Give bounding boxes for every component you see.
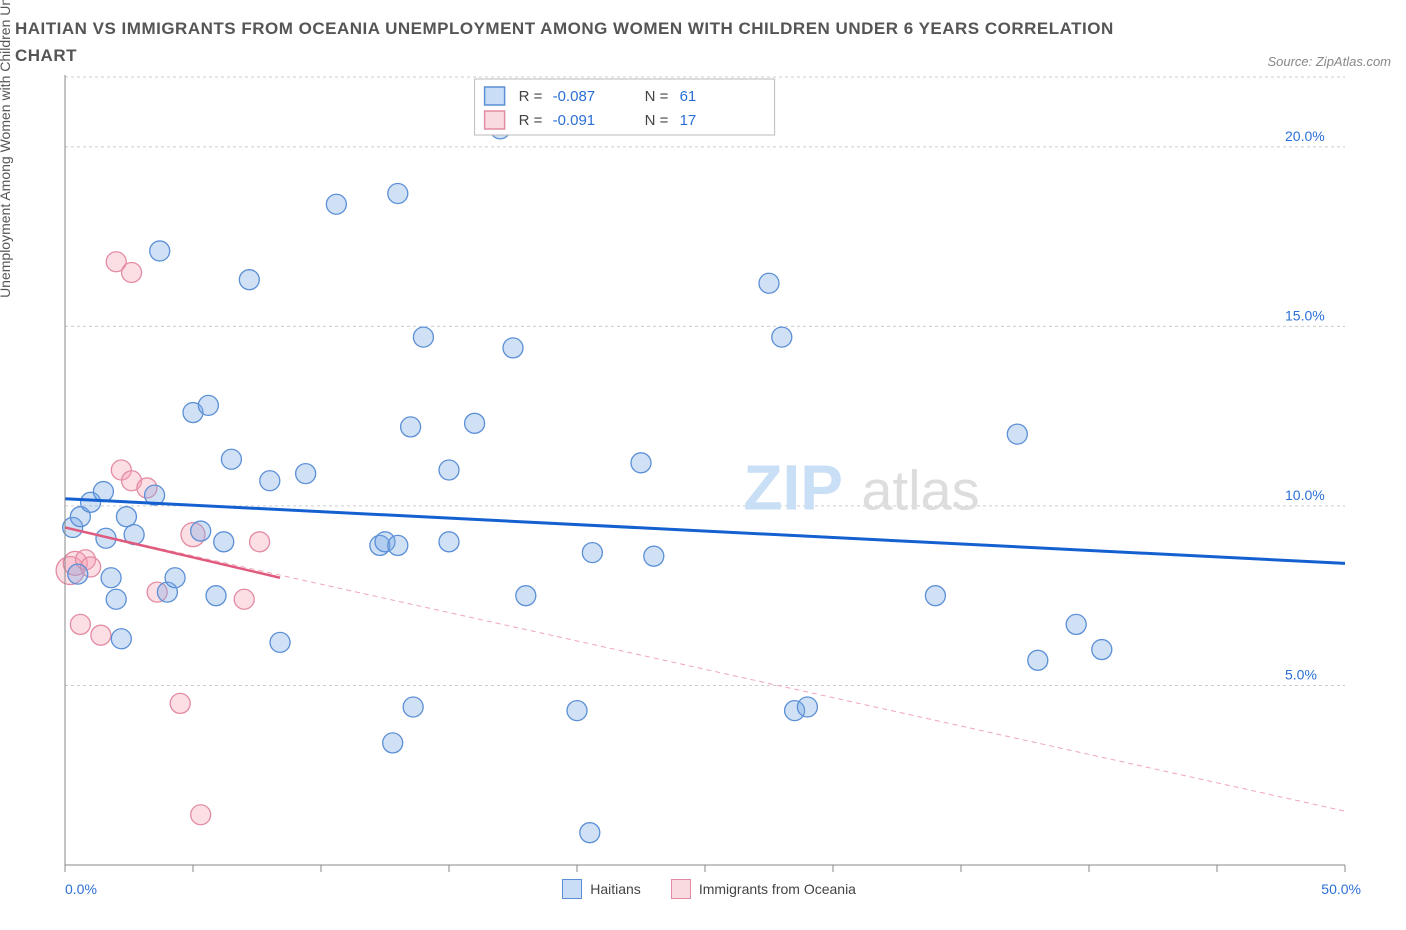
svg-text:R =: R = — [519, 88, 543, 105]
legend-swatch-pink — [671, 879, 691, 899]
svg-text:61: 61 — [680, 88, 697, 105]
legend-swatch-blue — [562, 879, 582, 899]
svg-text:N =: N = — [645, 88, 669, 105]
scatter-chart: 5.0% 10.0% 15.0% 20.0% ZIP atlas R = -0.087 N = 6… — [15, 75, 1371, 875]
legend-item-oceania: Immigrants from Oceania — [671, 879, 856, 899]
svg-text:5.0%: 5.0% — [1285, 667, 1317, 683]
svg-text:atlas: atlas — [861, 459, 979, 522]
svg-text:R =: R = — [519, 112, 543, 129]
svg-text:ZIP: ZIP — [743, 452, 843, 524]
source-label: Source: ZipAtlas.com — [1267, 54, 1391, 69]
chart-container: Unemployment Among Women with Children U… — [15, 75, 1391, 875]
x-axis-max-label: 50.0% — [1321, 881, 1361, 897]
svg-text:15.0%: 15.0% — [1285, 308, 1325, 324]
chart-title: HAITIAN VS IMMIGRANTS FROM OCEANIA UNEMP… — [15, 15, 1115, 69]
y-axis-title: Unemployment Among Women with Children U… — [0, 0, 13, 298]
legend-label-b: Immigrants from Oceania — [699, 881, 856, 897]
svg-text:20.0%: 20.0% — [1285, 128, 1325, 144]
legend: Haitians Immigrants from Oceania — [562, 879, 856, 899]
x-axis-min-label: 0.0% — [65, 881, 97, 897]
svg-text:N =: N = — [645, 112, 669, 129]
svg-text:10.0%: 10.0% — [1285, 487, 1325, 503]
legend-item-haitians: Haitians — [562, 879, 641, 899]
svg-text:-0.087: -0.087 — [553, 88, 596, 105]
legend-label-a: Haitians — [590, 881, 641, 897]
svg-text:17: 17 — [680, 112, 697, 129]
x-axis-legend-row: 0.0% Haitians Immigrants from Oceania 50… — [15, 879, 1391, 899]
svg-text:-0.091: -0.091 — [553, 112, 596, 129]
